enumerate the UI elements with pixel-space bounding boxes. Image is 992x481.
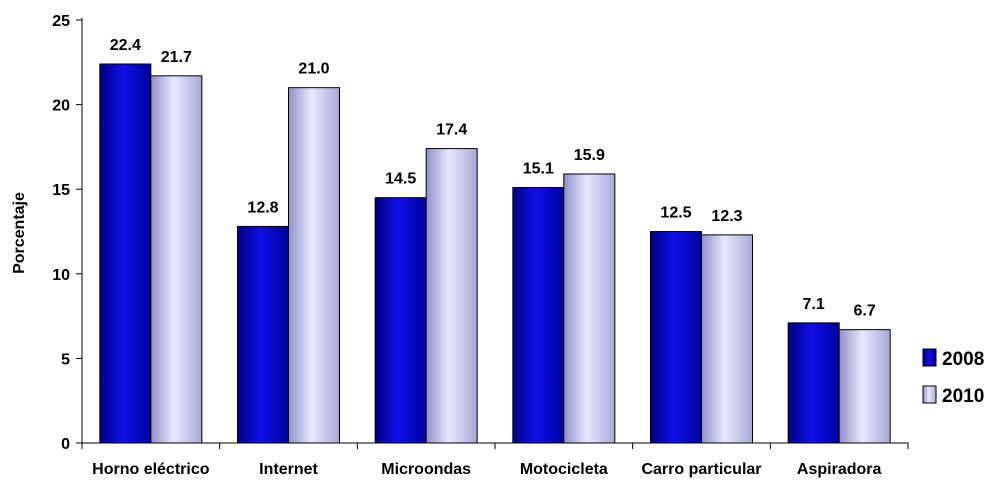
y-tick-label: 0 <box>61 436 70 453</box>
legend-swatch-2008 <box>922 348 937 367</box>
data-label-2010: 21.0 <box>298 61 329 78</box>
bar-2010 <box>838 329 891 444</box>
legend-swatch-2010 <box>922 385 937 404</box>
bar-2010 <box>563 173 616 444</box>
data-label-2008: 14.5 <box>385 171 416 188</box>
x-category-label: Microondas <box>381 461 471 478</box>
y-tick-label: 20 <box>52 98 70 115</box>
axes: 0 5 10 15 20 25 Horno eléctrico Internet Microon… <box>52 13 909 478</box>
legend-label-2008: 2008 <box>942 349 984 370</box>
bar-2008 <box>512 187 565 444</box>
data-label-2008: 15.1 <box>523 161 554 178</box>
bar-2008 <box>650 231 702 444</box>
bar-2010 <box>425 148 478 444</box>
bar-2010 <box>701 234 753 444</box>
data-label-2010: 21.7 <box>161 49 192 66</box>
bar-2008 <box>99 63 152 444</box>
y-tick-label: 25 <box>52 13 70 30</box>
y-tick-label: 10 <box>52 267 70 284</box>
legend-label-2010: 2010 <box>942 386 984 407</box>
x-category-label: Internet <box>259 461 318 478</box>
data-label-2010: 17.4 <box>436 122 467 139</box>
x-category-label: Horno eléctrico <box>92 461 210 478</box>
data-label-2008: 12.8 <box>247 199 278 216</box>
x-category-label: Motocicleta <box>520 461 608 478</box>
x-category-label: Aspiradora <box>797 461 882 478</box>
data-label-2010: 15.9 <box>574 147 605 164</box>
data-label-2008: 12.5 <box>660 205 691 222</box>
y-axis-title: Porcentaje <box>11 192 28 274</box>
bar-2010 <box>150 75 203 444</box>
x-category-label: Carro particular <box>641 461 761 478</box>
y-tick-label: 15 <box>52 182 70 199</box>
bar-2008 <box>787 322 840 444</box>
data-label-2008: 22.4 <box>110 37 141 54</box>
data-label-2010: 12.3 <box>711 208 742 225</box>
data-label-2008: 7.1 <box>803 296 825 313</box>
data-label-2010: 6.7 <box>854 303 876 320</box>
legend: 2008 2010 <box>922 348 984 407</box>
bar-2008 <box>374 197 427 444</box>
bar-2008 <box>237 225 289 444</box>
bar-2010 <box>288 87 340 444</box>
y-tick-label: 5 <box>61 351 70 368</box>
data-labels: 22.4 21.7 12.8 21.0 14.5 17.4 15.1 15.9 12.5 12.3… <box>110 37 876 320</box>
bars <box>99 63 891 444</box>
